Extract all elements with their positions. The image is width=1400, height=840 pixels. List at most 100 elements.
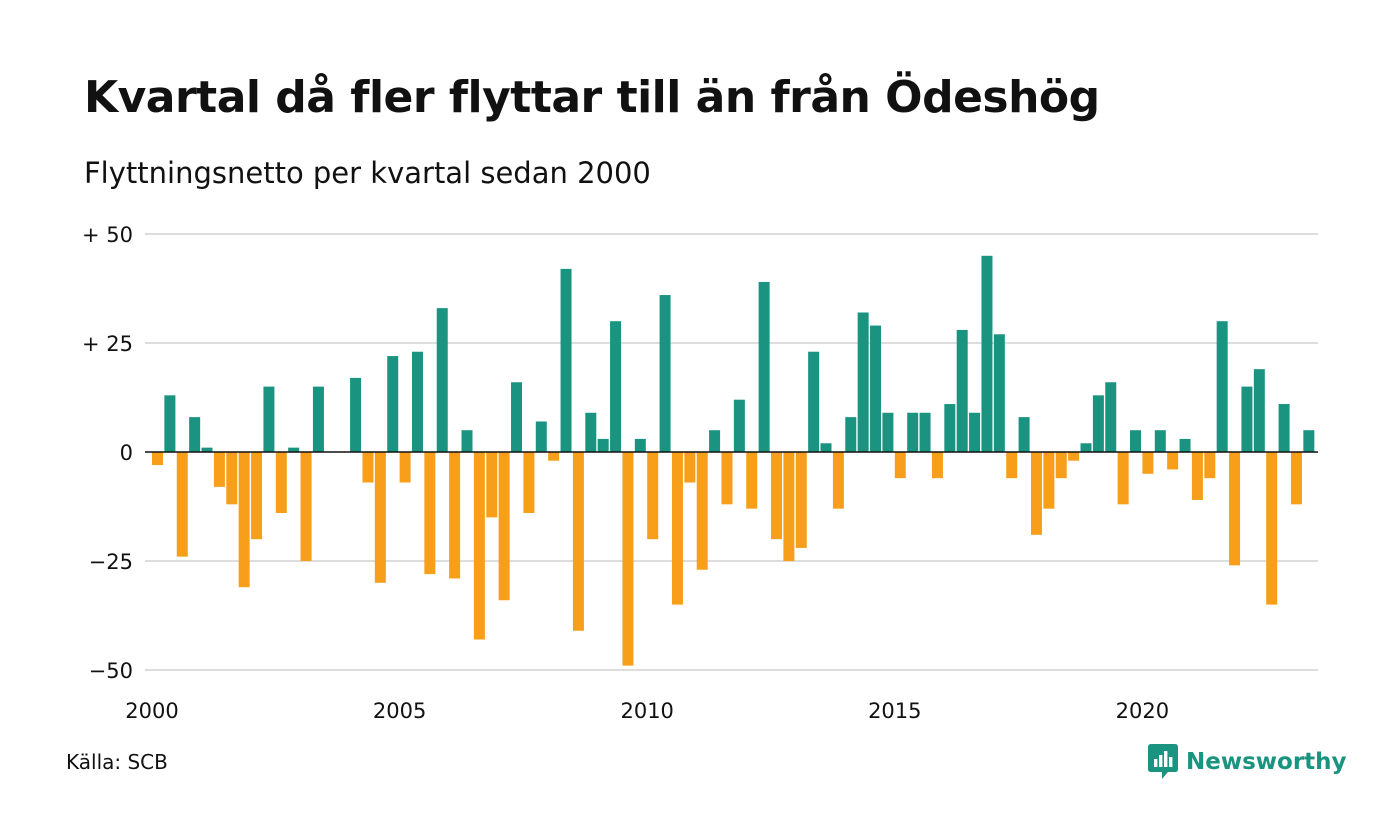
bar-chart: + 50 + 25 0 −25 −50 2000 2005 2010 2015 2020 xyxy=(82,223,1318,723)
bar xyxy=(312,386,324,452)
bar xyxy=(721,452,733,505)
bar xyxy=(350,377,362,452)
bar xyxy=(894,452,906,479)
bar xyxy=(981,255,993,452)
bar xyxy=(1154,430,1166,452)
bar xyxy=(449,452,461,579)
bar xyxy=(969,412,981,452)
bar xyxy=(436,308,448,452)
bar xyxy=(1179,438,1191,452)
bar xyxy=(733,399,745,452)
bar xyxy=(1092,395,1104,452)
bar xyxy=(1229,452,1241,566)
bar xyxy=(251,452,263,540)
bar xyxy=(152,452,163,466)
bar xyxy=(1018,417,1030,452)
y-tick-label: −25 xyxy=(89,550,133,574)
bar xyxy=(808,351,820,452)
bar xyxy=(931,452,943,479)
bar xyxy=(1191,452,1203,500)
bar xyxy=(399,452,411,483)
chart-title: Kvartal då fler flyttar till än från Öde… xyxy=(84,72,1100,123)
bar xyxy=(374,452,386,583)
bar xyxy=(758,281,770,452)
bar xyxy=(956,329,968,452)
bar xyxy=(622,452,634,666)
bar xyxy=(213,452,225,487)
bar xyxy=(1142,452,1154,474)
brand: Newsworthy xyxy=(1148,744,1347,780)
bar xyxy=(1068,452,1080,461)
bar xyxy=(498,452,510,601)
y-tick-label: −50 xyxy=(89,659,133,683)
bar xyxy=(647,452,659,540)
bar xyxy=(189,417,201,452)
bar xyxy=(1216,321,1228,452)
bar xyxy=(176,452,188,557)
bar xyxy=(1290,452,1302,505)
bar xyxy=(907,412,919,452)
bar xyxy=(535,421,547,452)
bar xyxy=(1117,452,1129,505)
x-tick-label: 2010 xyxy=(620,699,673,723)
bar xyxy=(300,452,312,561)
x-tick-label: 2000 xyxy=(125,699,178,723)
bar xyxy=(411,351,423,452)
bar xyxy=(795,452,807,548)
bars xyxy=(152,255,1315,666)
bar xyxy=(671,452,683,605)
bar xyxy=(201,447,213,452)
bar xyxy=(387,356,399,452)
bar xyxy=(288,447,300,452)
bar xyxy=(1266,452,1278,605)
bar xyxy=(1204,452,1216,479)
x-tick-label: 2005 xyxy=(373,699,426,723)
bar xyxy=(523,452,535,514)
bar xyxy=(659,295,671,452)
bar xyxy=(771,452,782,540)
bar xyxy=(1006,452,1018,479)
bar xyxy=(820,443,832,452)
source-note: Källa: SCB xyxy=(66,750,168,774)
bar xyxy=(882,412,894,452)
bar xyxy=(275,452,287,514)
bar xyxy=(845,417,857,452)
bar xyxy=(696,452,708,570)
x-axis-labels: 2000 2005 2010 2015 2020 xyxy=(125,699,1169,723)
bar xyxy=(263,386,275,452)
bar xyxy=(1043,452,1055,509)
bar xyxy=(1105,382,1117,452)
bar xyxy=(1130,430,1142,452)
bar xyxy=(857,312,869,452)
bar xyxy=(1030,452,1042,535)
bar xyxy=(783,452,795,561)
bar xyxy=(511,382,523,452)
bar xyxy=(572,452,584,631)
bar xyxy=(1253,369,1265,452)
bar xyxy=(486,452,498,518)
bar xyxy=(560,268,572,452)
bar xyxy=(164,395,176,452)
bar xyxy=(709,430,721,452)
bar xyxy=(993,334,1005,452)
y-tick-label: 0 xyxy=(120,441,133,465)
bar xyxy=(238,452,250,588)
bar xyxy=(1080,443,1092,452)
bar xyxy=(461,430,473,452)
bar xyxy=(473,452,485,640)
bar xyxy=(424,452,436,575)
x-tick-label: 2015 xyxy=(868,699,921,723)
newsworthy-logo-icon xyxy=(1148,744,1178,779)
y-axis-labels: + 50 + 25 0 −25 −50 xyxy=(82,223,133,683)
gridlines xyxy=(145,233,1318,671)
bar xyxy=(746,452,758,509)
bar xyxy=(684,452,696,483)
bar xyxy=(548,452,560,461)
bar xyxy=(919,412,931,452)
bar xyxy=(832,452,844,509)
bar xyxy=(597,438,609,452)
bar xyxy=(610,321,622,452)
bar xyxy=(1303,430,1315,452)
bar xyxy=(1167,452,1179,470)
bar xyxy=(1055,452,1067,479)
